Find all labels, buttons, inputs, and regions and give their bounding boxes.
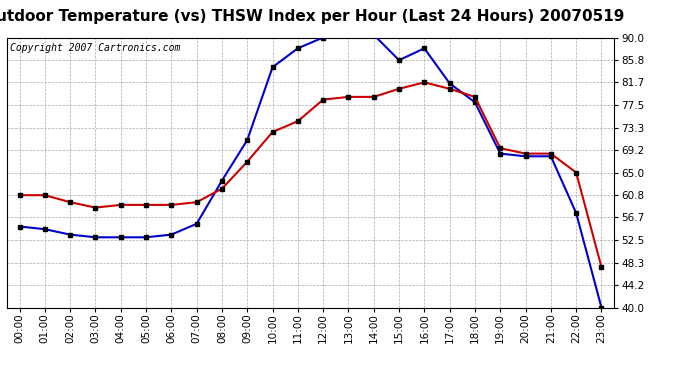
Text: Copyright 2007 Cartronics.com: Copyright 2007 Cartronics.com — [10, 43, 180, 53]
Text: Outdoor Temperature (vs) THSW Index per Hour (Last 24 Hours) 20070519: Outdoor Temperature (vs) THSW Index per … — [0, 9, 624, 24]
